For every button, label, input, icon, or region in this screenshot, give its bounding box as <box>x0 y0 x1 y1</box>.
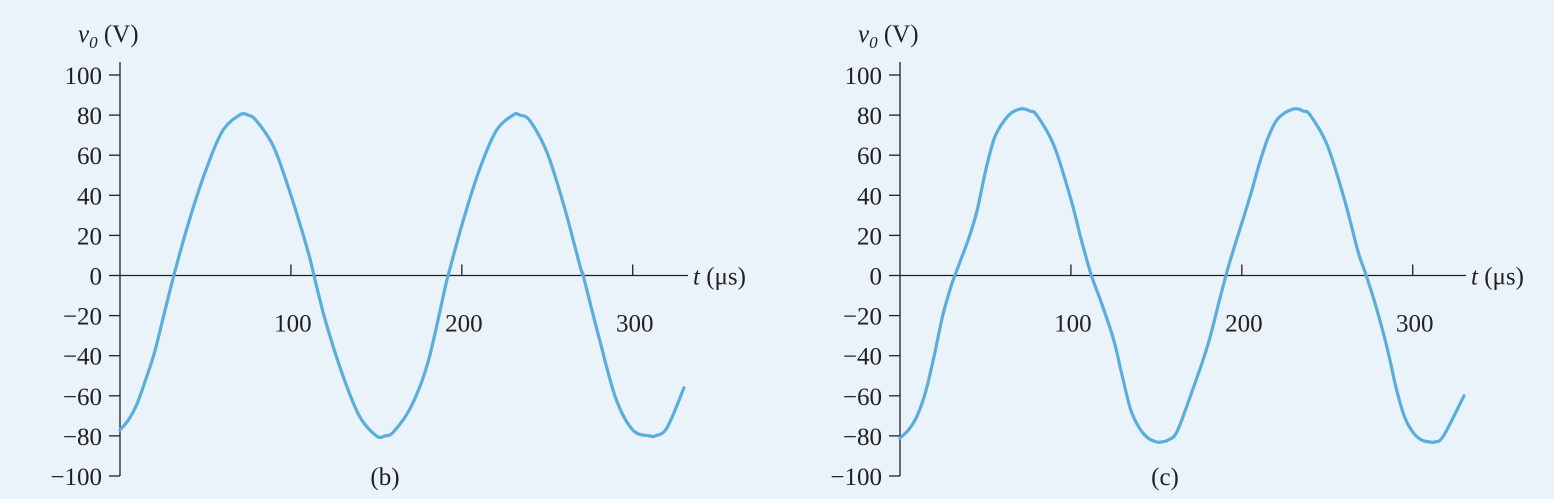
y-tick-label: 0 <box>90 264 103 291</box>
series-line-b <box>118 112 686 440</box>
x-tick-label: 300 <box>1396 311 1434 338</box>
y-axis-subscript: 0 <box>869 33 878 52</box>
y-tick-label: −20 <box>843 304 882 331</box>
x-axis-title: t (μs) <box>693 264 746 291</box>
y-tick-label: 40 <box>77 183 102 210</box>
x-tick-label: 200 <box>1225 311 1263 338</box>
y-tick-label: −60 <box>63 384 102 411</box>
y-tick-label: 60 <box>857 143 882 170</box>
y-tick-label: 80 <box>857 103 882 130</box>
y-tick-label: −100 <box>50 464 102 491</box>
y-tick-label: 100 <box>65 63 103 90</box>
x-tick-label: 100 <box>1054 311 1092 338</box>
y-axis-variable: v <box>858 21 870 48</box>
y-axis-subscript: 0 <box>89 33 98 52</box>
y-axis-title: v0 (V) <box>78 21 139 52</box>
x-axis-title: t (μs) <box>1471 264 1524 291</box>
y-tick-label: 20 <box>857 223 882 250</box>
x-axis-unit: (μs) <box>700 264 746 291</box>
y-axis-unit: (V) <box>98 21 139 48</box>
x-axis-variable: t <box>693 264 701 291</box>
y-tick-label: −40 <box>63 344 102 371</box>
panel-label-b: (b) <box>370 464 399 491</box>
y-tick-label: 0 <box>870 264 883 291</box>
y-axis-unit: (V) <box>878 21 919 48</box>
panel-label-c: (c) <box>1151 464 1179 491</box>
y-tick-label: −100 <box>830 464 882 491</box>
y-axis-variable: v <box>78 21 90 48</box>
x-tick-label: 300 <box>616 311 654 338</box>
x-axis-unit: (μs) <box>1478 264 1524 291</box>
y-axis-title: v0 (V) <box>858 21 919 52</box>
y-tick-label: −80 <box>843 424 882 451</box>
y-tick-label: 80 <box>77 103 102 130</box>
y-tick-label: 100 <box>845 63 883 90</box>
x-tick-label: 100 <box>274 311 312 338</box>
y-tick-label: 60 <box>77 143 102 170</box>
y-tick-label: −80 <box>63 424 102 451</box>
series-line-c <box>898 107 1466 445</box>
x-tick-label: 200 <box>445 311 483 338</box>
y-tick-label: 20 <box>77 223 102 250</box>
y-tick-label: −60 <box>843 384 882 411</box>
y-tick-label: −40 <box>843 344 882 371</box>
y-tick-label: 40 <box>857 183 882 210</box>
x-axis-variable: t <box>1471 264 1479 291</box>
y-tick-label: −20 <box>63 304 102 331</box>
